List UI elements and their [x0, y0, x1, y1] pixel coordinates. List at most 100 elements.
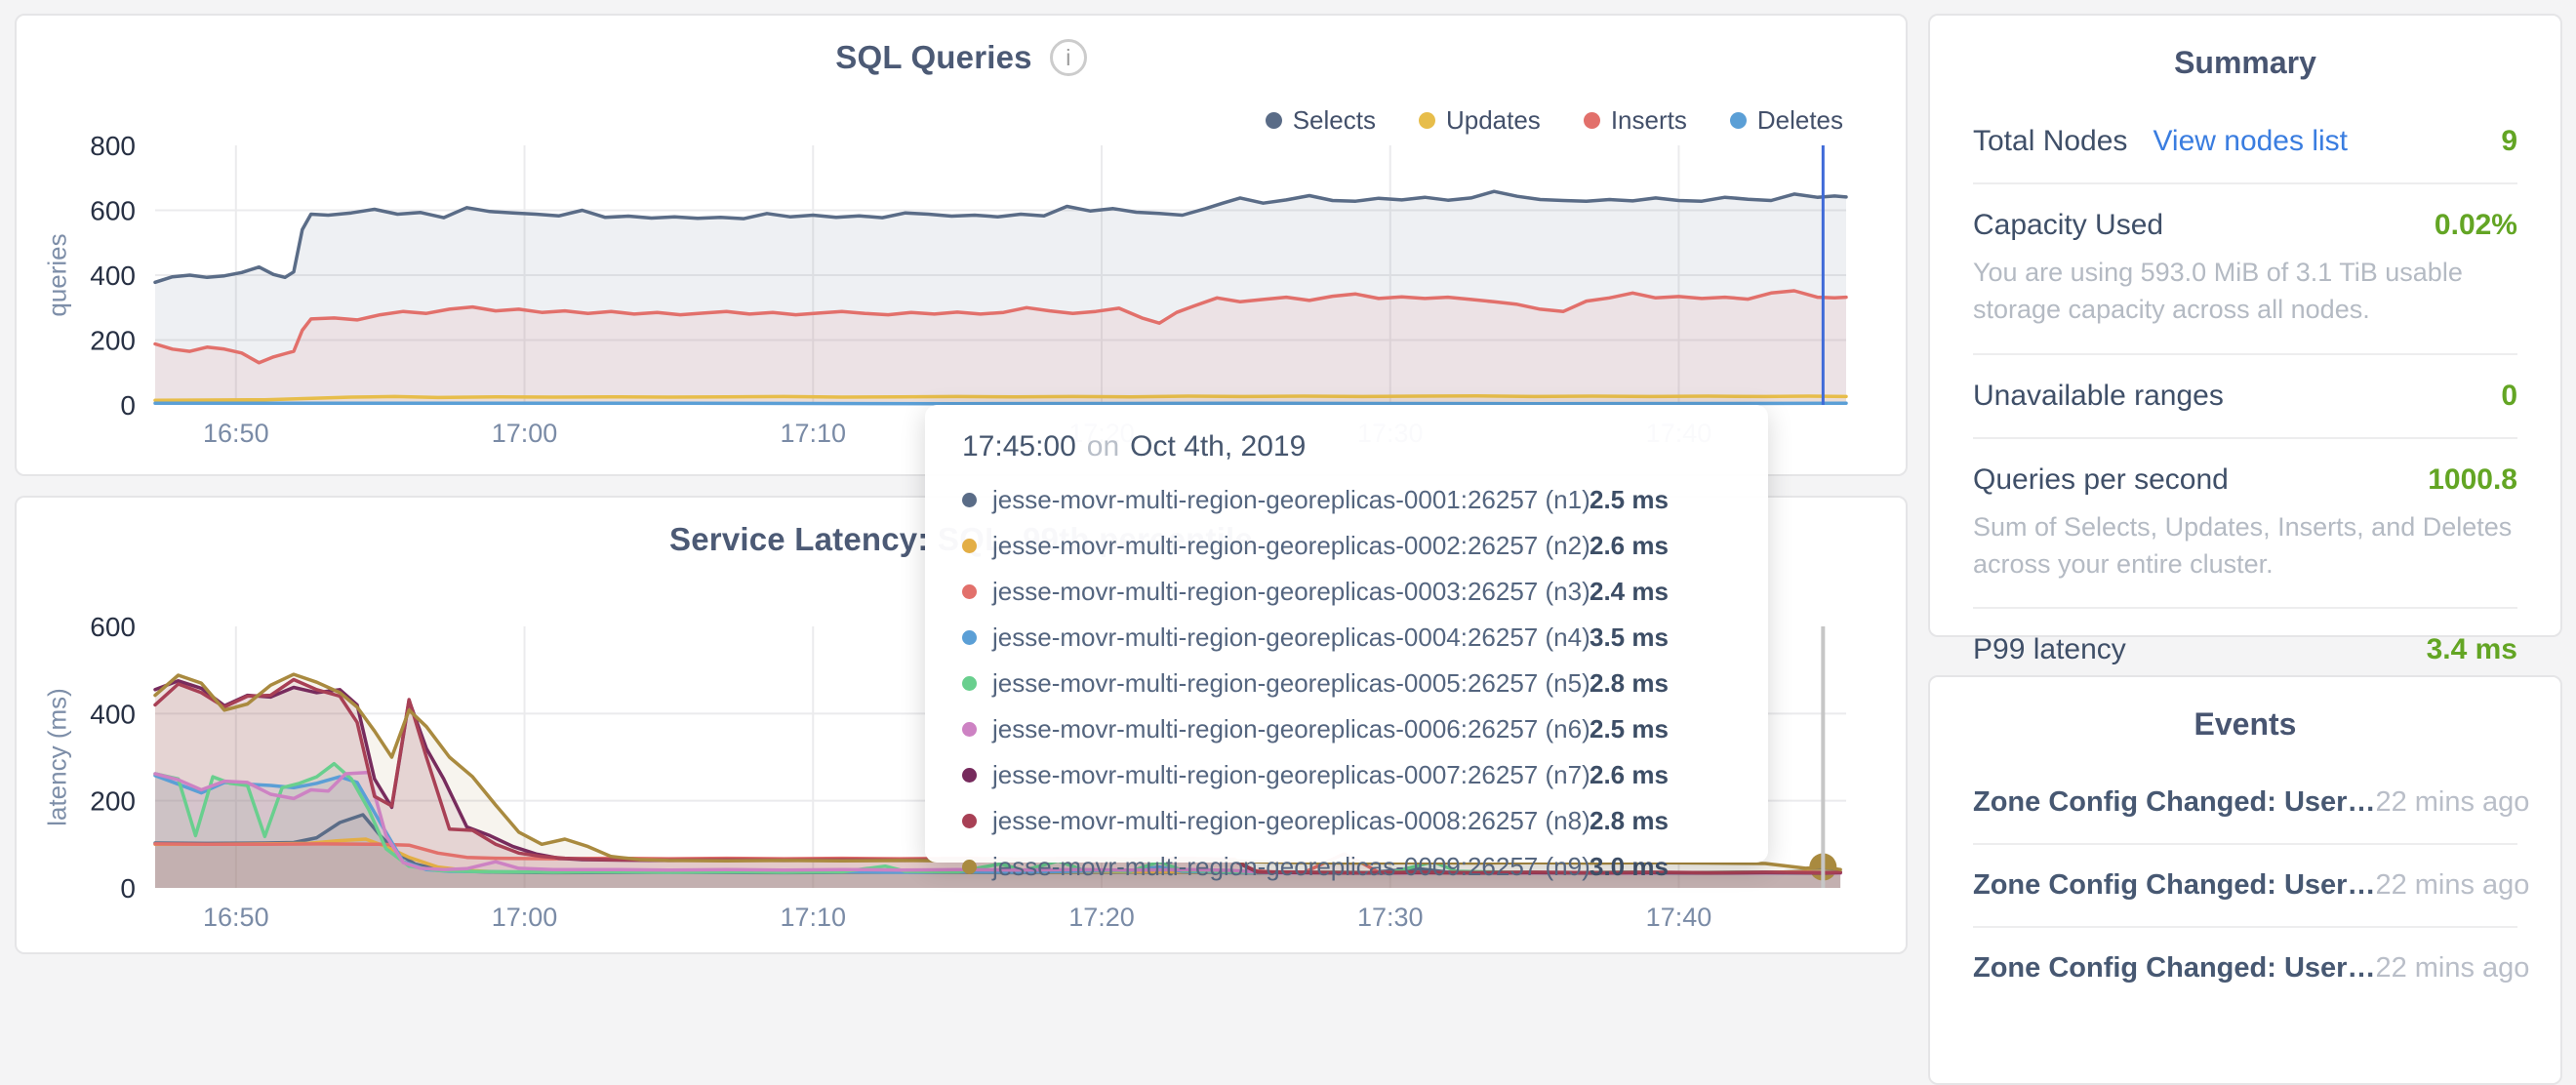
unavailable-ranges-value: 0 [2501, 379, 2517, 412]
legend-label: Inserts [1610, 105, 1687, 135]
legend-dot-icon [1729, 112, 1747, 129]
event-timestamp: 22 mins ago [2375, 869, 2530, 901]
tooltip-node-row: jesse-movr-multi-region-georeplicas-0003… [962, 569, 1768, 615]
node-name: jesse-movr-multi-region-georeplicas-0004… [992, 623, 1590, 652]
legend-dot-icon [1583, 112, 1600, 129]
node-color-dot-icon [962, 630, 977, 645]
tooltip-node-row: jesse-movr-multi-region-georeplicas-0001… [962, 477, 1768, 523]
legend-item-deletes[interactable]: Deletes [1729, 105, 1843, 136]
qps-subtext: Sum of Selects, Updates, Inserts, and De… [1973, 511, 2513, 579]
svg-text:400: 400 [90, 261, 136, 291]
summary-row-unavailable-ranges: Unavailable ranges 0 [1973, 352, 2517, 437]
event-timestamp: 22 mins ago [2375, 952, 2530, 984]
node-color-dot-icon [962, 676, 977, 691]
node-name: jesse-movr-multi-region-georeplicas-0003… [992, 577, 1590, 606]
legend-dot-icon [1265, 112, 1282, 129]
events-panel: Events Zone Config Changed: User… 22 mins… [1928, 675, 2562, 1085]
svg-text:17:20: 17:20 [1068, 903, 1135, 932]
node-latency-value: 2.8 ms [1590, 668, 1669, 698]
event-row[interactable]: Zone Config Changed: User… 22 mins ago [1973, 762, 2529, 843]
event-row[interactable]: Zone Config Changed: User… 22 mins ago [1973, 926, 2529, 1009]
total-nodes-label: Total Nodes [1973, 125, 2128, 157]
svg-text:400: 400 [90, 699, 136, 729]
sql-queries-header: SQL Queries i [17, 39, 1906, 76]
capacity-used-value: 0.02% [2434, 209, 2517, 241]
event-description: Zone Config Changed: User… [1973, 869, 2376, 901]
svg-text:0: 0 [120, 390, 136, 421]
tooltip-date: Oct 4th, 2019 [1130, 430, 1307, 462]
event-description: Zone Config Changed: User… [1973, 952, 2376, 984]
node-color-dot-icon [962, 860, 977, 874]
node-latency-value: 3.0 ms [1590, 852, 1669, 881]
tooltip-node-row: jesse-movr-multi-region-georeplicas-0005… [962, 661, 1768, 706]
node-color-dot-icon [962, 768, 977, 783]
legend-item-inserts[interactable]: Inserts [1583, 105, 1687, 136]
sql-queries-chart[interactable]: 16:5017:0017:1017:2017:3017:400200400600… [17, 16, 1906, 474]
svg-text:600: 600 [90, 612, 136, 642]
legend-item-selects[interactable]: Selects [1265, 105, 1376, 136]
tooltip-node-row: jesse-movr-multi-region-georeplicas-0008… [962, 798, 1768, 844]
node-latency-value: 2.6 ms [1590, 531, 1669, 560]
chart-tooltip: 17:45:00 on Oct 4th, 2019 jesse-movr-multi… [925, 405, 1768, 881]
summary-row-total-nodes: Total Nodes View nodes list 9 [1973, 100, 2517, 182]
node-name: jesse-movr-multi-region-georeplicas-0009… [992, 852, 1590, 881]
node-color-dot-icon [962, 722, 977, 737]
svg-text:17:40: 17:40 [1646, 903, 1712, 932]
qps-value: 1000.8 [2428, 462, 2517, 496]
svg-text:200: 200 [90, 326, 136, 356]
p99-latency-label: P99 latency [1973, 633, 2126, 666]
node-color-dot-icon [962, 814, 977, 828]
node-latency-value: 2.5 ms [1590, 714, 1669, 743]
node-name: jesse-movr-multi-region-georeplicas-0008… [992, 806, 1590, 835]
legend-item-updates[interactable]: Updates [1418, 105, 1541, 136]
svg-text:16:50: 16:50 [203, 419, 269, 448]
tooltip-node-row: jesse-movr-multi-region-georeplicas-0007… [962, 752, 1768, 798]
summary-panel: Summary Total Nodes View nodes list 9 Ca… [1928, 14, 2562, 665]
svg-text:17:30: 17:30 [1357, 903, 1424, 932]
node-color-dot-icon [962, 539, 977, 553]
info-icon[interactable]: i [1049, 39, 1087, 76]
node-name: jesse-movr-multi-region-georeplicas-0001… [992, 485, 1590, 514]
p99-latency-value: 3.4 ms [2426, 633, 2517, 666]
unavailable-ranges-label: Unavailable ranges [1973, 379, 2224, 412]
sql-queries-legend: Selects Updates Inserts Deletes [1265, 105, 1843, 136]
node-name: jesse-movr-multi-region-georeplicas-0005… [992, 668, 1590, 698]
tooltip-on-word: on [1086, 430, 1120, 462]
svg-text:16:50: 16:50 [203, 903, 269, 932]
event-row[interactable]: Zone Config Changed: User… 22 mins ago [1973, 843, 2529, 926]
node-latency-value: 2.8 ms [1590, 806, 1669, 835]
tooltip-node-row: jesse-movr-multi-region-georeplicas-0004… [962, 615, 1768, 661]
tooltip-timestamp: 17:45:00 on Oct 4th, 2019 [962, 430, 1768, 463]
svg-text:17:10: 17:10 [780, 419, 846, 448]
total-nodes-value: 9 [2501, 125, 2517, 157]
legend-label: Selects [1292, 105, 1376, 135]
sql-queries-card: SQL Queries i Selects Updates Inserts Delet… [15, 14, 1908, 476]
summary-title: Summary [2174, 45, 2316, 80]
svg-text:800: 800 [90, 131, 136, 161]
summary-row-qps: Queries per second 1000.8 Sum of Selects… [1973, 436, 2517, 608]
svg-text:200: 200 [90, 786, 136, 817]
svg-text:600: 600 [90, 196, 136, 226]
node-color-dot-icon [962, 493, 977, 507]
qps-label: Queries per second [1973, 462, 2229, 496]
svg-text:17:00: 17:00 [492, 419, 558, 448]
sql-queries-title: SQL Queries [835, 39, 1032, 75]
tooltip-time: 17:45:00 [962, 430, 1076, 462]
capacity-used-subtext: You are using 593.0 MiB of 3.1 TiB usabl… [1973, 258, 2463, 325]
node-latency-value: 3.5 ms [1590, 623, 1669, 652]
node-latency-value: 2.4 ms [1590, 577, 1669, 606]
tooltip-node-row: jesse-movr-multi-region-georeplicas-0009… [962, 844, 1768, 890]
svg-text:0: 0 [120, 873, 136, 904]
legend-label: Deletes [1756, 105, 1843, 135]
event-description: Zone Config Changed: User… [1973, 786, 2376, 818]
tooltip-node-row: jesse-movr-multi-region-georeplicas-0002… [962, 523, 1768, 569]
events-list: Zone Config Changed: User… 22 mins ago Zon… [1973, 762, 2529, 1009]
summary-row-capacity-used: Capacity Used 0.02% You are using 593.0 … [1973, 182, 2517, 353]
view-nodes-list-link[interactable]: View nodes list [2153, 125, 2348, 157]
svg-text:17:10: 17:10 [780, 903, 846, 932]
legend-label: Updates [1445, 105, 1541, 135]
summary-row-p99-latency: P99 latency 3.4 ms [1973, 607, 2517, 691]
capacity-used-label: Capacity Used [1973, 209, 2164, 241]
service-latency-chart[interactable]: 16:50 17:00 17:10 17:20 17:30 17:40 0 200 400 600 [17, 498, 1906, 952]
node-name: jesse-movr-multi-region-georeplicas-0007… [992, 760, 1590, 789]
